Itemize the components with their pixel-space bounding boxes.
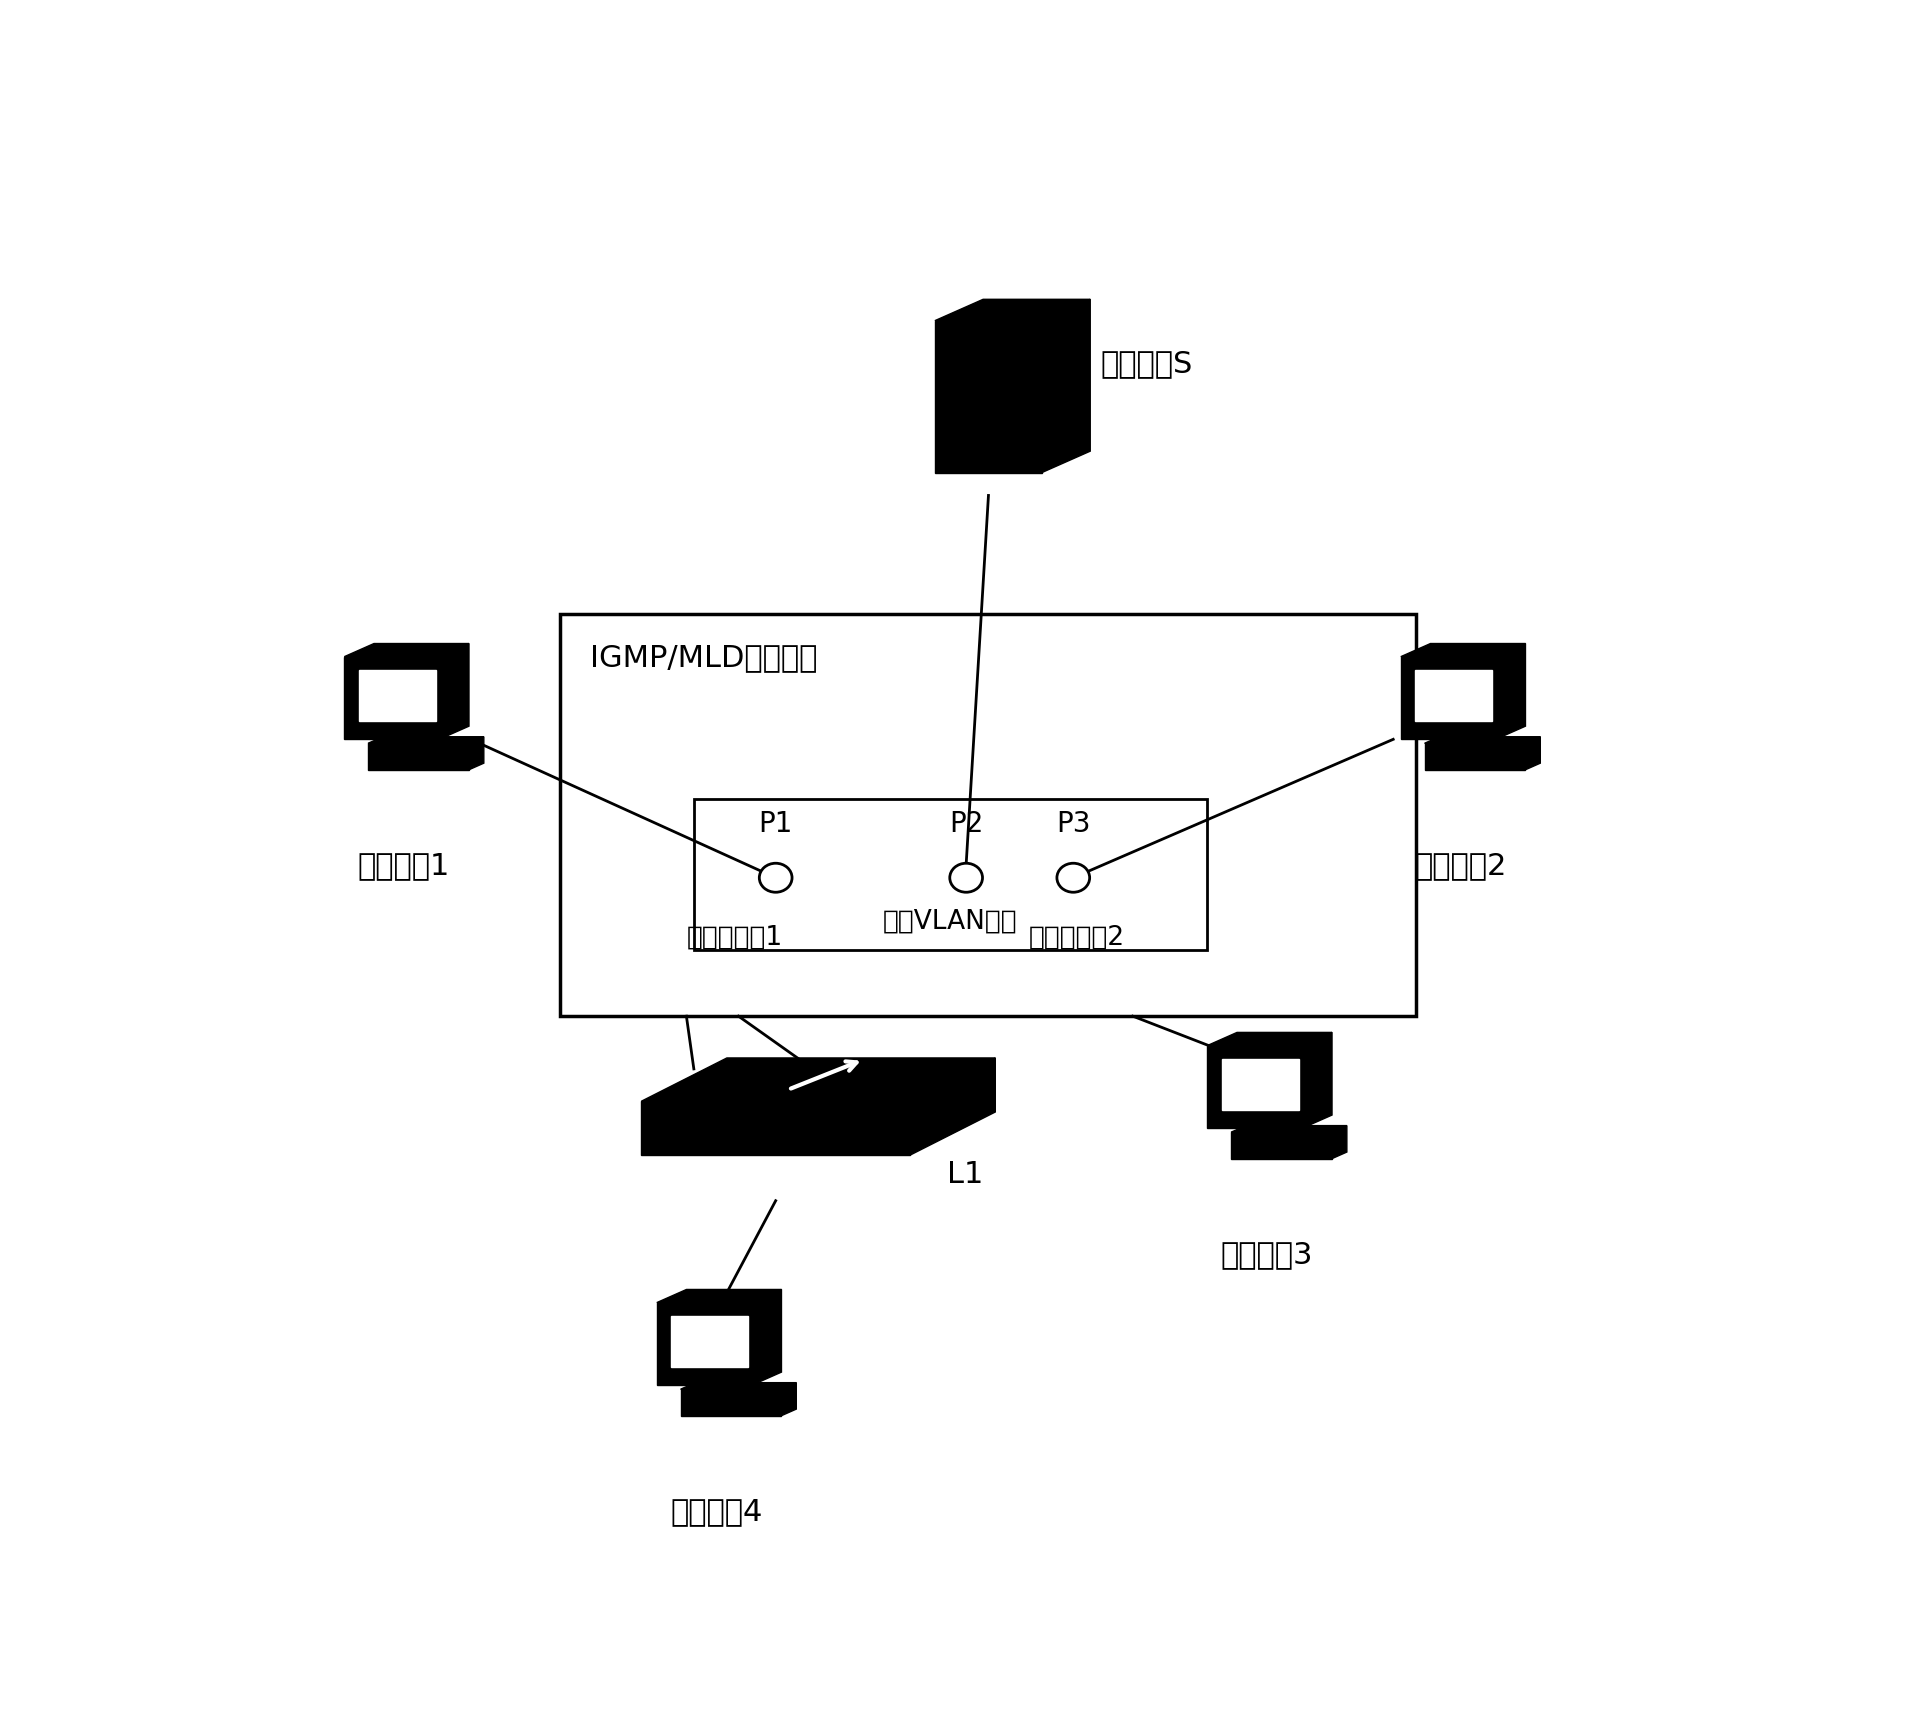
Polygon shape (1526, 736, 1540, 770)
Text: P3: P3 (1056, 810, 1091, 839)
Polygon shape (344, 657, 440, 740)
Polygon shape (935, 320, 1043, 473)
Polygon shape (670, 1317, 749, 1368)
Polygon shape (1231, 1125, 1346, 1132)
Polygon shape (1415, 669, 1492, 721)
Text: 主机设备4: 主机设备4 (670, 1498, 762, 1527)
Polygon shape (1425, 736, 1540, 743)
Polygon shape (641, 1058, 995, 1101)
Text: P1: P1 (758, 810, 793, 839)
Bar (693, 798, 1208, 950)
Text: L1: L1 (947, 1159, 983, 1188)
Text: 主机设备2: 主机设备2 (1413, 851, 1507, 880)
Polygon shape (1425, 743, 1526, 770)
Text: IGMP/MLD代理设备: IGMP/MLD代理设备 (589, 644, 818, 673)
Polygon shape (657, 1289, 781, 1303)
Circle shape (950, 863, 983, 892)
Polygon shape (1402, 644, 1526, 657)
Polygon shape (1402, 657, 1496, 740)
Text: P2: P2 (948, 810, 983, 839)
Polygon shape (468, 736, 484, 770)
Polygon shape (369, 743, 468, 770)
Polygon shape (369, 736, 484, 743)
Polygon shape (1231, 1132, 1332, 1159)
Polygon shape (680, 1388, 781, 1416)
Polygon shape (1043, 300, 1091, 473)
Polygon shape (1496, 644, 1526, 740)
Polygon shape (359, 669, 436, 721)
Polygon shape (1208, 1032, 1332, 1046)
Polygon shape (1208, 1046, 1302, 1128)
Polygon shape (1332, 1125, 1346, 1159)
Text: 网络设备S: 网络设备S (1100, 349, 1192, 378)
Text: 主机设备1: 主机设备1 (357, 851, 449, 880)
Text: 主机设备3: 主机设备3 (1221, 1239, 1313, 1269)
Text: 以太网接口2: 以太网接口2 (1029, 924, 1125, 950)
Polygon shape (1302, 1032, 1332, 1128)
Polygon shape (680, 1383, 797, 1388)
Polygon shape (1221, 1058, 1298, 1109)
Polygon shape (440, 644, 468, 740)
Polygon shape (657, 1303, 753, 1385)
Polygon shape (344, 644, 468, 657)
Bar (561, 615, 1415, 1017)
Polygon shape (781, 1383, 797, 1416)
Text: 上行VLAN接口: 上行VLAN接口 (883, 909, 1018, 935)
Polygon shape (910, 1058, 995, 1156)
Circle shape (1056, 863, 1091, 892)
Polygon shape (753, 1289, 781, 1385)
Circle shape (758, 863, 793, 892)
Polygon shape (935, 300, 1091, 320)
Text: 以太网接口1: 以太网接口1 (687, 924, 783, 950)
Polygon shape (641, 1101, 910, 1156)
